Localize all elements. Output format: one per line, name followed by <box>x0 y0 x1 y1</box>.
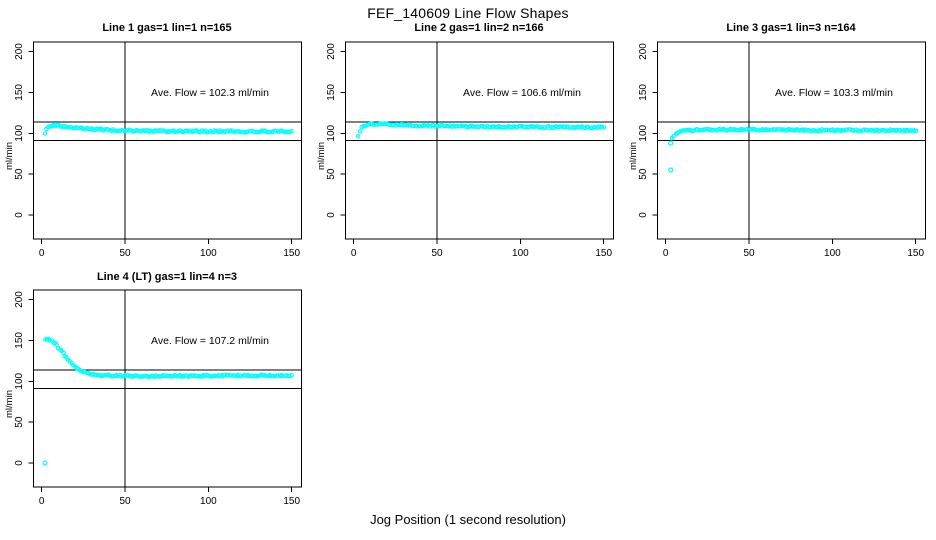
svg-text:0: 0 <box>14 212 25 218</box>
svg-text:0: 0 <box>663 248 669 259</box>
ave-flow-annotation: Ave. Flow = 107.2 ml/min <box>151 335 269 347</box>
svg-text:100: 100 <box>512 248 529 259</box>
y-axis-label: ml/min <box>4 142 15 170</box>
svg-text:0: 0 <box>39 248 45 259</box>
subplot-line-2: 0 50 100 150 0 50 100 150 200 Ave. Flow = 106.6 … <box>316 41 614 259</box>
svg-text:100: 100 <box>14 372 25 389</box>
svg-text:50: 50 <box>14 416 25 428</box>
plot-contents: 0 50 100 150 0 50 100 150 200 <box>638 42 926 259</box>
svg-text:100: 100 <box>326 124 337 141</box>
svg-text:100: 100 <box>200 496 217 507</box>
svg-text:150: 150 <box>907 248 924 259</box>
ave-flow-annotation: Ave. Flow = 103.3 ml/min <box>775 87 893 99</box>
y-axis-label: ml/min <box>316 142 327 170</box>
svg-text:0: 0 <box>638 212 649 218</box>
subplot-title-line-1: Line 1 gas=1 lin=1 n=165 <box>102 22 232 34</box>
svg-text:100: 100 <box>824 248 841 259</box>
svg-text:0: 0 <box>326 212 337 218</box>
svg-text:100: 100 <box>200 248 217 259</box>
svg-text:150: 150 <box>638 84 649 101</box>
ave-flow-annotation: Ave. Flow = 106.6 ml/min <box>463 87 581 99</box>
svg-text:50: 50 <box>638 168 649 180</box>
svg-text:200: 200 <box>326 43 337 60</box>
plot-contents: 0 50 100 150 0 50 100 150 200 <box>326 42 614 259</box>
figure-title: FEF_140609 Line Flow Shapes <box>367 5 569 21</box>
svg-text:50: 50 <box>326 168 337 180</box>
svg-text:50: 50 <box>431 248 443 259</box>
svg-text:0: 0 <box>351 248 357 259</box>
svg-text:50: 50 <box>743 248 755 259</box>
svg-text:200: 200 <box>14 43 25 60</box>
subplot-title-line-2: Line 2 gas=1 lin=2 n=166 <box>414 22 544 34</box>
svg-text:150: 150 <box>595 248 612 259</box>
svg-text:150: 150 <box>283 496 300 507</box>
y-axis-label: ml/min <box>628 142 639 170</box>
svg-text:50: 50 <box>14 168 25 180</box>
svg-text:200: 200 <box>638 43 649 60</box>
svg-text:50: 50 <box>119 248 131 259</box>
subplot-line-4: 0 50 100 150 0 50 100 150 200 Ave. Flow = 107.2 … <box>4 289 302 507</box>
svg-text:0: 0 <box>39 496 45 507</box>
subplot-title-line-4: Line 4 (LT) gas=1 lin=4 n=3 <box>96 271 238 283</box>
svg-text:150: 150 <box>283 248 300 259</box>
svg-text:150: 150 <box>14 332 25 349</box>
y-axis-label: ml/min <box>4 390 15 418</box>
svg-text:100: 100 <box>638 124 649 141</box>
subplot-title-line-3: Line 3 gas=1 lin=3 n=164 <box>726 22 856 34</box>
x-axis-label: Jog Position (1 second resolution) <box>370 512 566 527</box>
plot-contents: 0 50 100 150 0 50 100 150 200 <box>14 290 302 507</box>
svg-text:150: 150 <box>326 84 337 101</box>
svg-text:50: 50 <box>119 496 131 507</box>
subplot-line-1: 0 50 100 150 0 50 100 150 200 Ave. Flow = 102.3 … <box>4 41 302 259</box>
plot-contents: 0 50 100 150 0 50 100 150 200 <box>14 42 302 259</box>
svg-text:200: 200 <box>14 291 25 308</box>
svg-text:150: 150 <box>14 84 25 101</box>
ave-flow-annotation: Ave. Flow = 102.3 ml/min <box>151 87 269 99</box>
subplot-line-3: 0 50 100 150 0 50 100 150 200 Ave. Flow = 103.3 … <box>628 41 926 259</box>
svg-text:100: 100 <box>14 124 25 141</box>
svg-text:0: 0 <box>14 460 25 466</box>
